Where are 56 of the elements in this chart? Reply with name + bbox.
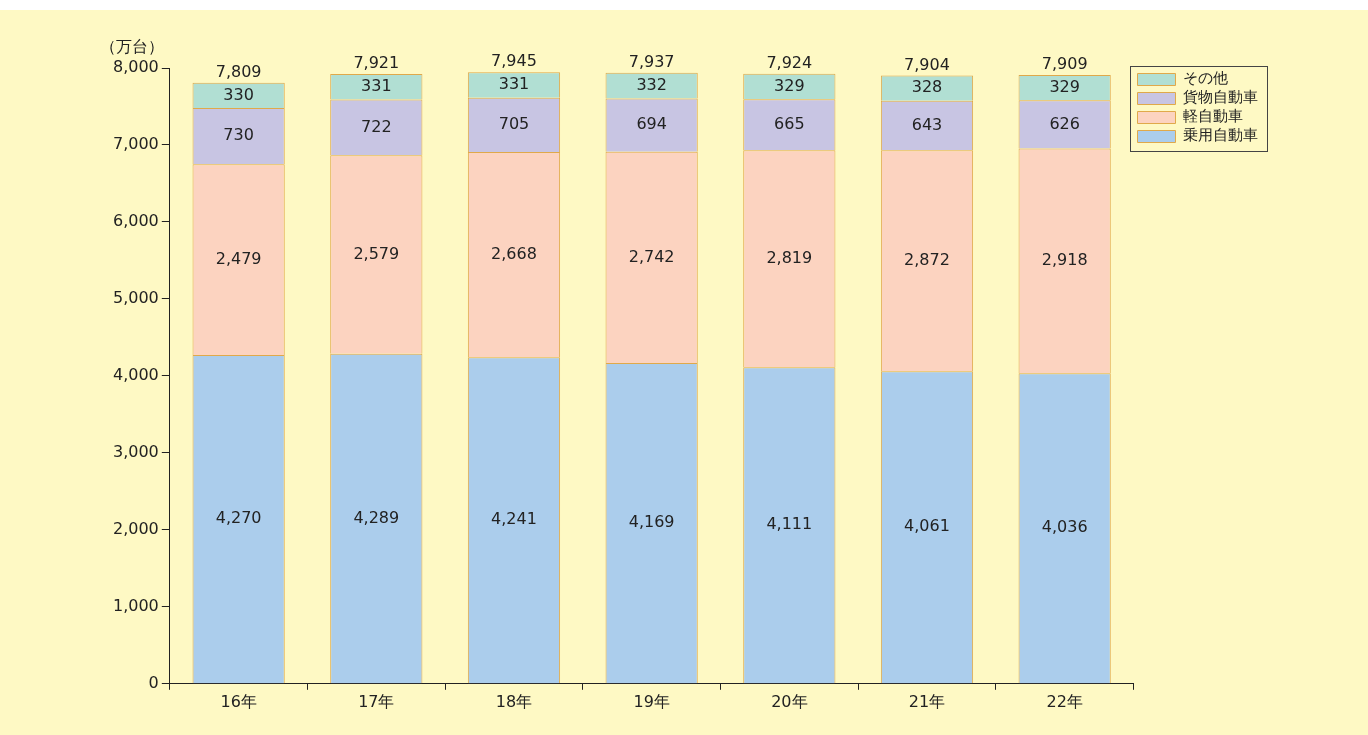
total-label: 7,921 <box>353 53 400 73</box>
x-tick-label: 16年 <box>220 691 257 711</box>
data-label: 705 <box>498 114 530 133</box>
y-tick-label: 0 <box>148 672 159 692</box>
data-label: 331 <box>361 75 392 95</box>
total-label: 7,945 <box>491 51 537 71</box>
total-label: 7,909 <box>1041 54 1088 74</box>
legend-label: 軽自動車 <box>1183 107 1243 126</box>
total-label: 7,809 <box>215 61 262 81</box>
legend-label: 貨物自動車 <box>1183 88 1258 107</box>
data-label: 332 <box>636 74 667 94</box>
legend-label: 乗用自動車 <box>1183 126 1258 145</box>
data-label: 4,111 <box>766 514 813 534</box>
data-label: 4,061 <box>904 516 950 536</box>
data-label: 4,289 <box>353 507 400 527</box>
data-label: 626 <box>1049 113 1080 133</box>
y-tick-label: 5,000 <box>112 288 159 308</box>
data-label: 2,918 <box>1041 249 1088 269</box>
data-label: 722 <box>361 116 392 136</box>
total-label: 7,937 <box>628 52 675 72</box>
data-label: 330 <box>223 84 254 104</box>
data-label: 328 <box>911 77 943 97</box>
x-tick-label: 21年 <box>908 691 946 711</box>
data-label: 329 <box>774 75 805 95</box>
x-tick-label: 20年 <box>771 691 808 711</box>
data-label: 4,241 <box>491 509 537 529</box>
data-label: 4,169 <box>628 512 675 532</box>
data-label: 730 <box>223 125 254 145</box>
data-label: 2,579 <box>353 243 400 263</box>
legend-label: その他 <box>1183 69 1228 88</box>
data-label: 2,668 <box>491 243 537 263</box>
y-tick-label: 2,000 <box>112 519 159 539</box>
data-label: 2,819 <box>766 248 813 268</box>
data-label: 694 <box>636 114 667 134</box>
y-tick-label: 3,000 <box>112 442 159 462</box>
y-tick-label: 4,000 <box>112 365 159 385</box>
x-tick-label: 22年 <box>1046 691 1083 711</box>
data-label: 2,872 <box>904 249 950 269</box>
data-label: 2,479 <box>215 248 262 268</box>
data-label: 665 <box>774 113 805 133</box>
x-tick-label: 17年 <box>358 691 395 711</box>
data-label: 329 <box>1049 76 1080 96</box>
data-label: 2,742 <box>628 246 675 266</box>
x-tick-label: 18年 <box>495 691 533 711</box>
data-label: 643 <box>911 114 943 134</box>
total-label: 7,904 <box>904 54 950 74</box>
x-tick-label: 19年 <box>633 691 670 711</box>
data-label: 331 <box>498 74 530 94</box>
y-tick-label: 8,000 <box>112 57 159 77</box>
y-tick-label: 6,000 <box>112 211 159 231</box>
data-label: 4,270 <box>215 508 262 528</box>
y-axis-title: （万台） <box>100 37 164 57</box>
total-label: 7,924 <box>766 53 813 73</box>
y-tick-label: 1,000 <box>112 595 159 615</box>
y-tick-label: 7,000 <box>112 134 159 154</box>
data-label: 4,036 <box>1041 517 1088 537</box>
